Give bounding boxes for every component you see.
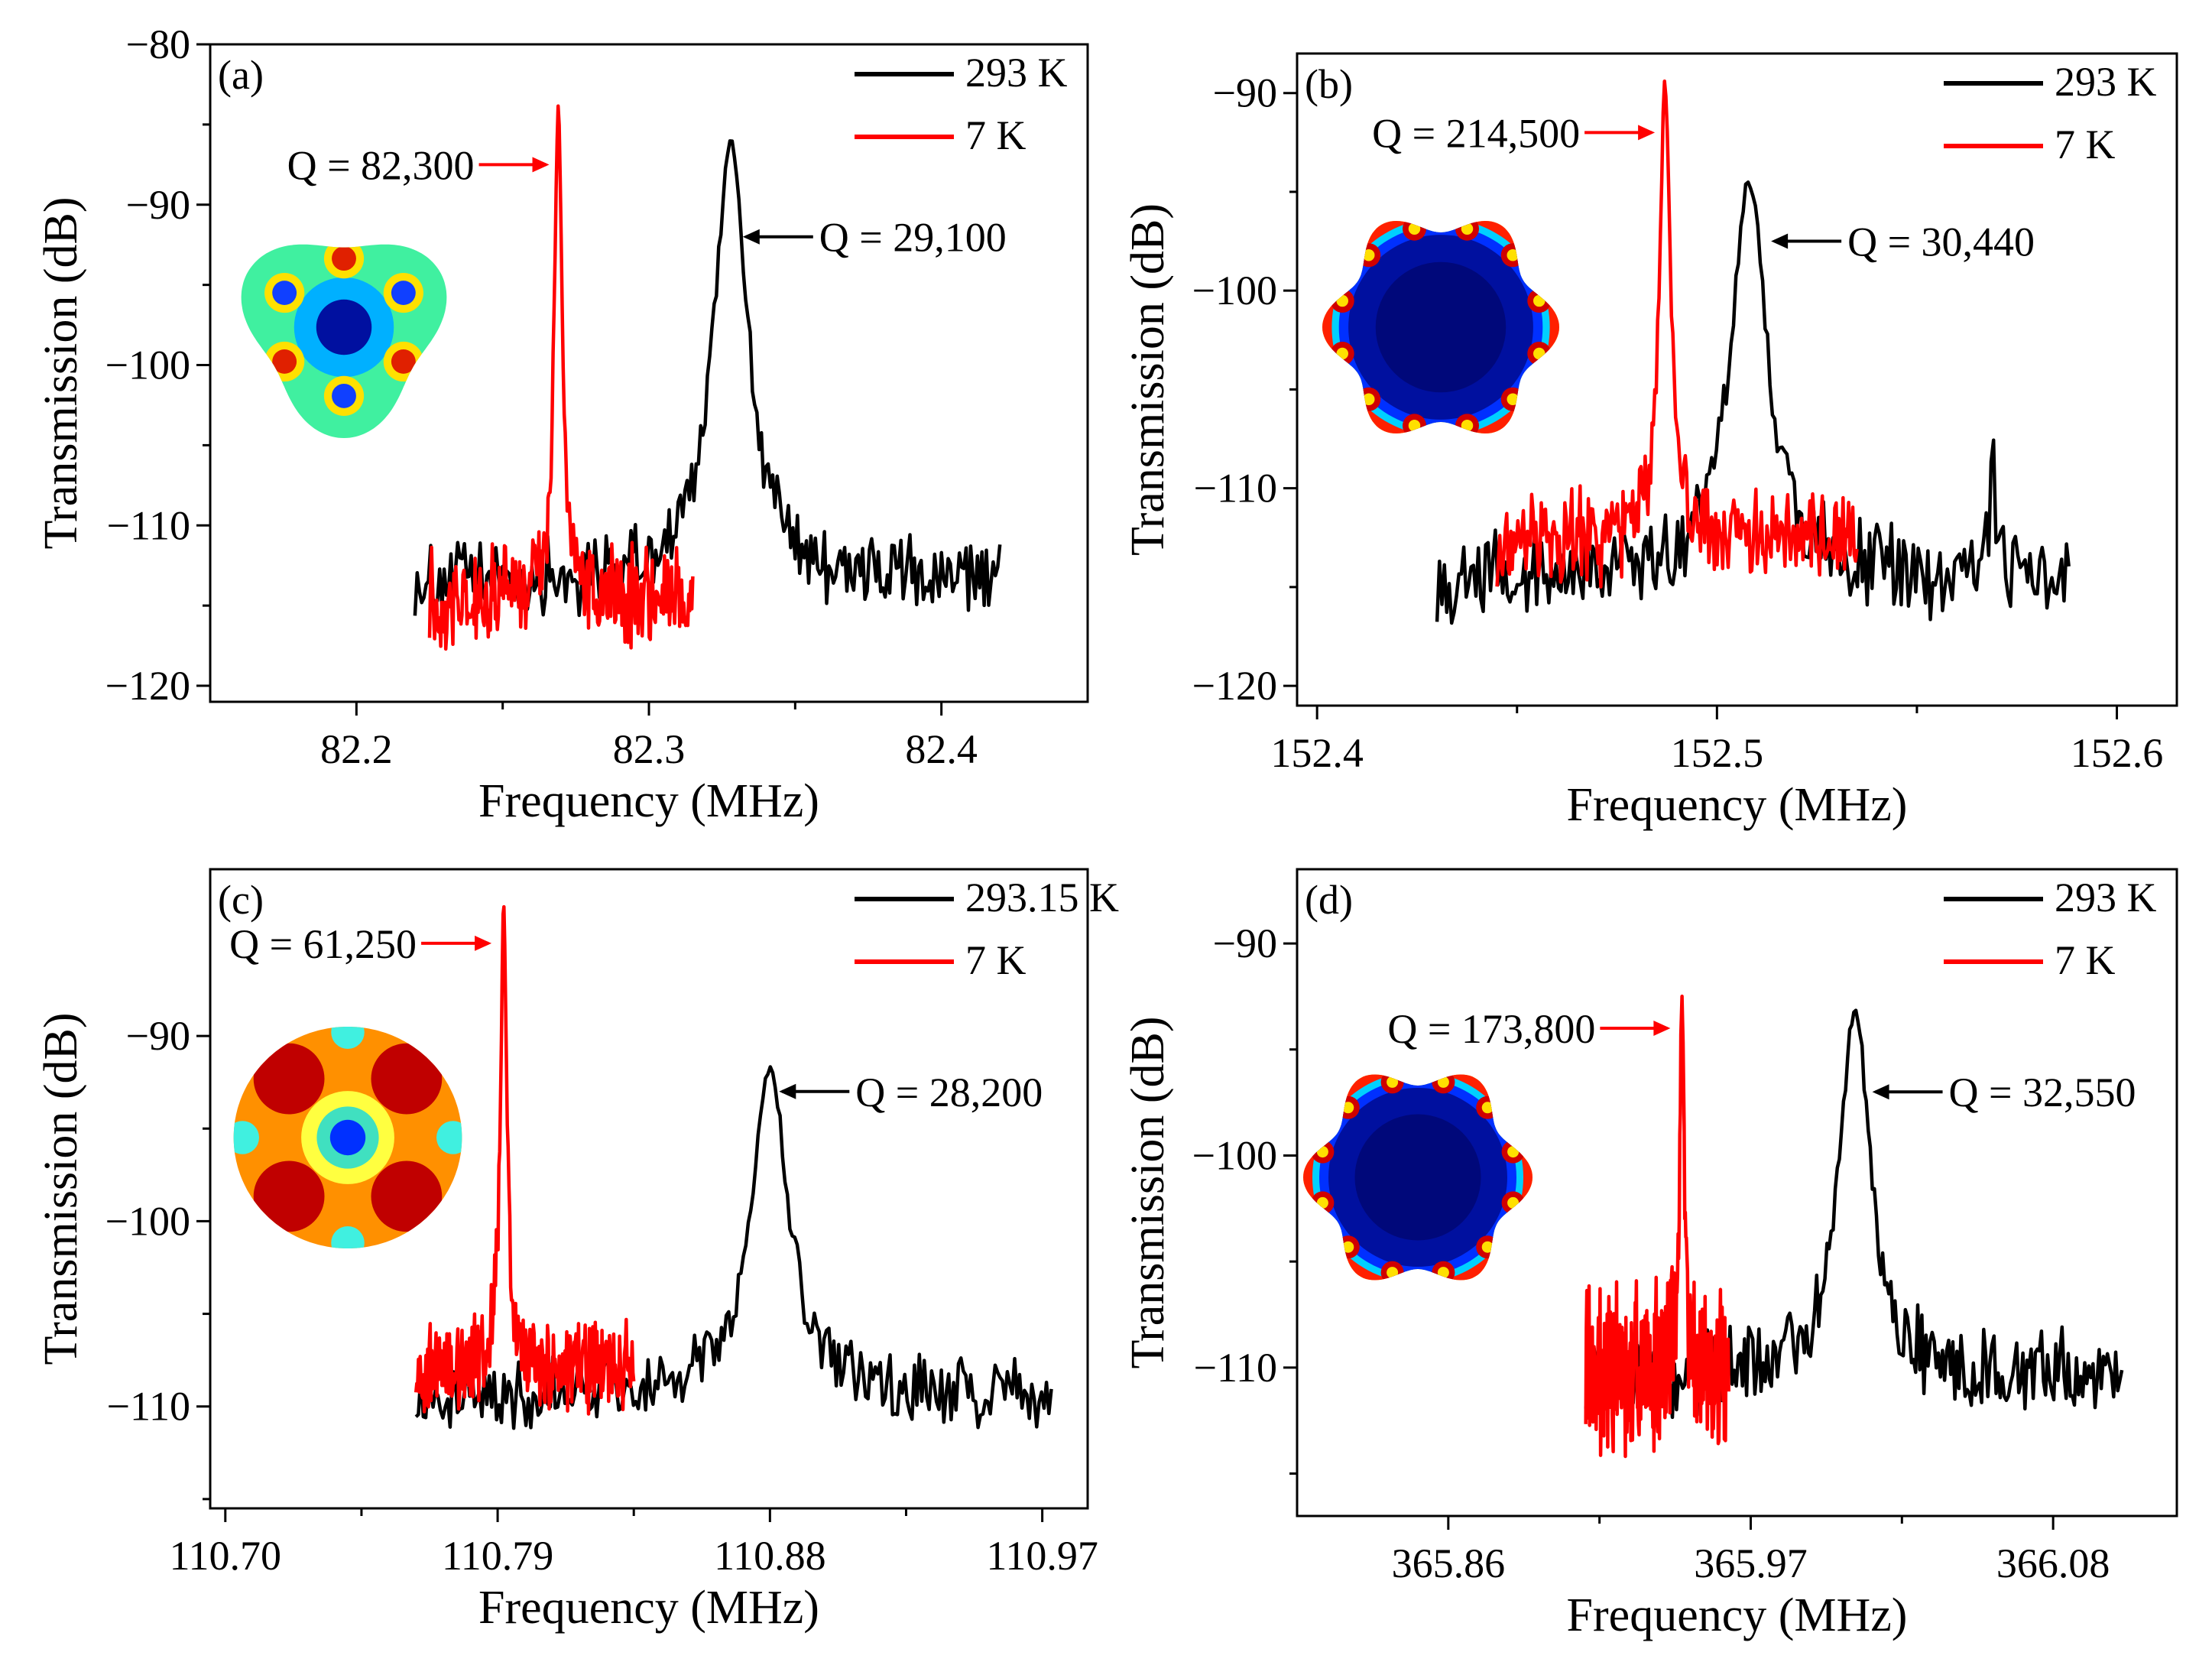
x-axis-label: Frequency (MHz) [478,1582,819,1634]
plot-frame [1296,52,2178,707]
annotation-text: Q = 28,200 [855,1070,1043,1115]
x-tick-label: 152.6 [2071,730,2164,776]
legend-entry: 293.15 K [965,875,1119,920]
arrow-head [742,229,760,245]
legend-entry: 7 K [965,112,1027,158]
annotation-text: Q = 61,250 [229,921,417,967]
chart-panel-b: 152.4 152.5 152.6 −90 −100 −110 −120 Frequency … [1122,52,2178,831]
q-annotation: Q = 214,500 [1372,110,1656,156]
annotation-text: Q = 32,550 [1949,1070,2136,1115]
mode-shape-inset [241,244,447,438]
series-line-cold [427,104,695,651]
y-axis-label: Transmission (dB) [1122,203,1174,556]
series-line-cold [414,904,636,1416]
x-tick-label: 110.79 [442,1533,554,1579]
panel-label: (a) [218,52,264,98]
arrow-head [1872,1084,1889,1100]
x-tick-label: 82.3 [613,726,686,772]
series-line-warm [1584,1008,2124,1420]
x-tick-label: 152.5 [1671,730,1764,776]
plot-frame [1296,868,2178,1518]
y-tick-label: −90 [1213,70,1277,116]
y-tick-label: −80 [126,21,190,67]
chart-panel-a: 82.2 82.3 82.4 −80 −90 −100 −110 −120 Frequency … [35,21,1089,827]
arrow-head [475,935,492,951]
x-axis-label: Frequency (MHz) [1567,1589,1908,1641]
series-line-cold [1584,995,1730,1459]
series-line-cold [1495,80,1859,589]
y-tick-label: −120 [105,663,190,709]
arrow-head [779,1083,796,1099]
annotation-text: Q = 214,500 [1372,110,1580,156]
plot-frame [209,868,1089,1510]
x-tick-label: 82.2 [320,726,393,772]
x-tick-label: 366.08 [1996,1540,2110,1586]
annotation-text: Q = 29,100 [819,215,1007,261]
legend-entry: 293 K [965,50,1068,96]
annotation-text: Q = 82,300 [287,142,475,188]
legend-entry: 293 K [2055,875,2157,920]
y-tick-label: −110 [1194,1345,1277,1391]
x-tick-label: 152.4 [1270,730,1364,776]
y-tick-label: −100 [1192,1132,1277,1178]
mode-shape-inset [233,1027,462,1248]
y-axis-label: Transmission (dB) [35,1012,87,1365]
arrow-head [1638,125,1656,141]
y-axis-label: Transmission (dB) [1122,1016,1174,1368]
panel-label: (b) [1305,61,1353,107]
annotation-text: Q = 173,800 [1387,1006,1595,1052]
y-tick-label: −100 [1192,268,1277,313]
arrow-head [1771,233,1789,249]
q-annotation: Q = 29,100 [742,215,1007,261]
y-tick-label: −90 [1213,920,1277,966]
y-tick-label: −110 [107,502,190,548]
legend-entry: 293 K [2055,59,2157,105]
q-annotation: Q = 61,250 [229,921,492,967]
x-tick-label: 365.97 [1694,1540,1808,1586]
chart-panel-c: 110.70 110.79 110.88 110.97 −90 −100 −110 Frequ… [35,868,1119,1634]
q-annotation: Q = 82,300 [287,142,550,188]
series-line-warm [414,1065,1053,1430]
x-tick-label: 110.88 [714,1533,826,1579]
x-tick-label: 110.97 [986,1533,1098,1579]
chart-panel-d: 365.86 365.97 366.08 −90 −100 −110 Frequency (… [1122,868,2178,1641]
annotation-text: Q = 30,440 [1847,219,2035,265]
series-line-warm [413,139,1002,618]
x-tick-label: 365.86 [1392,1540,1506,1586]
q-annotation: Q = 32,550 [1872,1070,2136,1115]
y-tick-label: −120 [1192,663,1277,709]
series-line-warm [1435,180,2071,625]
q-annotation: Q = 28,200 [779,1070,1043,1115]
y-tick-label: −90 [126,1013,190,1059]
x-tick-label: 110.70 [170,1533,282,1579]
mode-shape-inset [1322,221,1559,433]
x-axis-label: Frequency (MHz) [478,775,819,827]
legend-entry: 7 K [2055,122,2116,167]
q-annotation: Q = 173,800 [1387,1006,1671,1052]
x-axis-label: Frequency (MHz) [1567,779,1908,831]
arrow-head [1653,1021,1671,1037]
mode-shape-inset [1303,1074,1533,1281]
x-tick-label: 82.4 [905,726,978,772]
y-tick-label: −100 [105,342,190,388]
panel-label: (d) [1305,877,1353,923]
q-annotation: Q = 30,440 [1771,219,2035,265]
y-tick-label: −110 [107,1384,190,1430]
y-tick-label: −90 [126,182,190,228]
y-axis-label: Transmission (dB) [35,196,87,549]
y-tick-label: −110 [1194,466,1277,511]
y-tick-label: −100 [105,1198,190,1244]
panel-label: (c) [218,877,264,923]
arrow-head [532,157,550,173]
legend-entry: 7 K [965,937,1027,983]
legend-entry: 7 K [2055,937,2116,983]
